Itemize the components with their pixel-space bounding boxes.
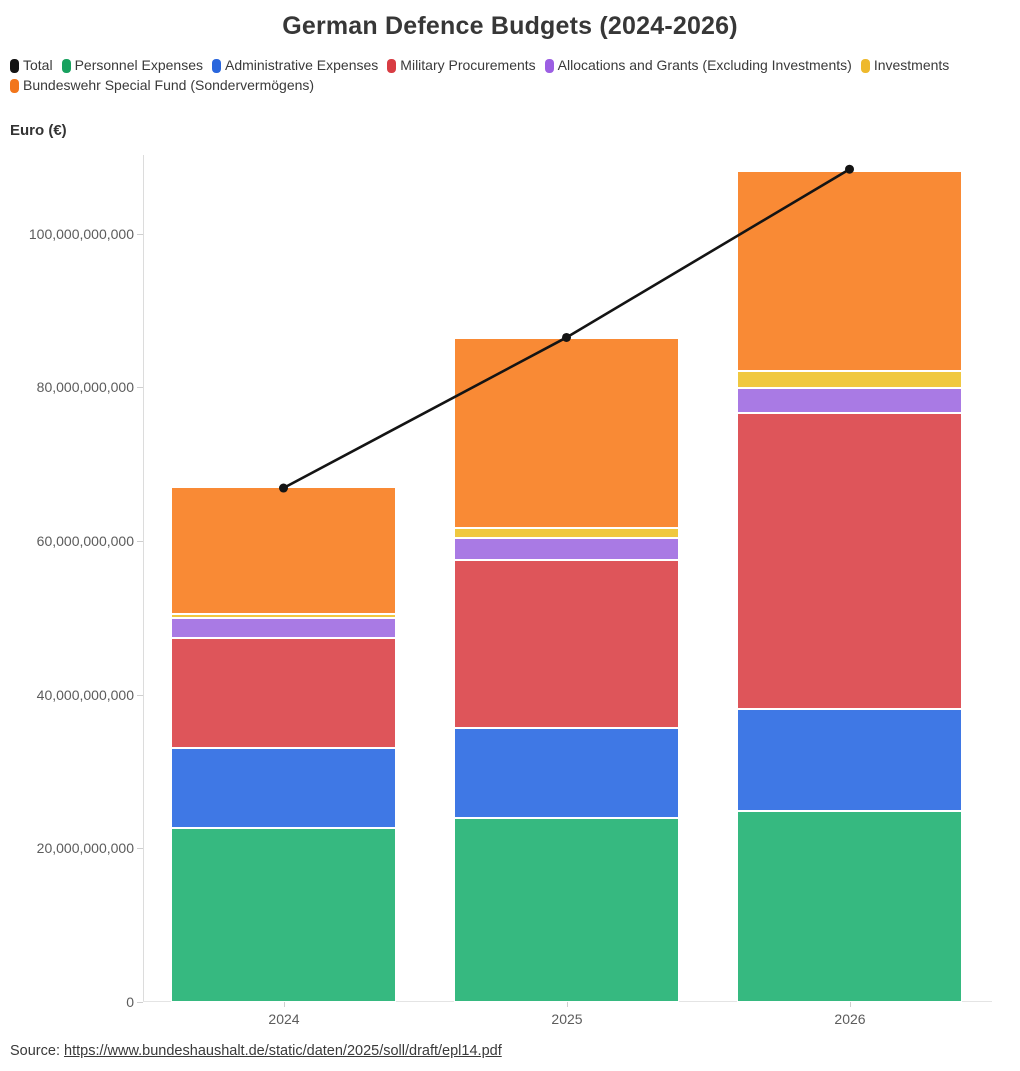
bar-segment-military-procurements-2025 [454,560,679,728]
bar-segment-administrative-expenses-2024 [171,748,396,829]
legend-swatch-icon [10,58,19,73]
bar-segment-personnel-expenses-2026 [737,810,962,1002]
x-tick-mark [849,1002,851,1007]
legend-label: Bundeswehr Special Fund (Sondervermögens… [23,77,315,94]
y-tick-label: 100,000,000,000 [28,225,134,242]
y-tick-mark [137,848,143,850]
plot-area: 0 20,000,000,000 40,000,000,000 60,000,000,… [29,155,992,1027]
legend-item-personnel-expenses: Personnel Expenses [61,57,203,73]
bar-segment-allocations-and-grants-excluding-investments-2025 [454,537,679,561]
y-axis-title: Euro (€) [10,122,67,139]
legend-item-bundeswehr-special-fund-sonderverm-gens: Bundeswehr Special Fund (Sondervermögens… [10,77,315,94]
y-tick-label: 40,000,000,000 [36,686,134,703]
legend-item-allocations-and-grants-excluding-investments: Allocations and Grants (Excluding Invest… [544,57,852,73]
legend-label: Military Procurements [400,57,536,73]
x-label-2024: 2024 [268,1011,300,1027]
y-tick-mark [137,541,143,543]
legend-label: Personnel Expenses [74,57,203,73]
bar-segment-bundeswehr-special-fund-sonderverm-gens-2024 [171,486,396,615]
legend-swatch-icon [387,58,397,73]
bar-segment-administrative-expenses-2025 [454,727,679,818]
legend-swatch-icon [10,79,19,94]
y-tick-label: 80,000,000,000 [36,379,134,396]
bar-segment-bundeswehr-special-fund-sonderverm-gens-2026 [737,170,962,371]
legend-label: Total [23,57,53,73]
bar-2024 [171,486,396,1002]
source-line: Source: https://www.bundeshaushalt.de/st… [10,1043,502,1059]
legend-item-administrative-expenses: Administrative Expenses [212,57,379,73]
y-tick-mark [137,387,143,389]
bar-segment-investments-2024 [171,614,396,619]
bar-2025 [454,337,679,1002]
legend-swatch-icon [860,58,870,73]
bar-segment-allocations-and-grants-excluding-investments-2026 [737,388,962,413]
y-axis-line [143,155,144,1002]
x-tick-mark [566,1002,568,1007]
bar-segment-personnel-expenses-2024 [171,828,396,1002]
legend-label: Investments [873,57,950,73]
bar-segment-allocations-and-grants-excluding-investments-2024 [171,618,396,638]
legend-swatch-icon [212,58,221,73]
bar-segment-military-procurements-2024 [171,637,396,749]
y-tick-label: 0 [126,994,134,1010]
x-label-2026: 2026 [834,1011,866,1027]
legend: Total Personnel Expenses Administrative Ex… [10,57,1010,94]
legend-item-military-procurements: Military Procurements [387,57,536,73]
legend-item-total: Total [10,57,53,73]
bar-segment-investments-2025 [454,528,679,538]
source-link[interactable]: https://www.bundeshaushalt.de/static/dat… [64,1043,502,1059]
bar-segment-personnel-expenses-2025 [454,817,679,1002]
x-label-2025: 2025 [551,1011,583,1027]
legend-swatch-icon [544,58,554,73]
y-tick-label: 20,000,000,000 [36,840,134,857]
bar-segment-administrative-expenses-2026 [737,708,962,811]
legend-label: Allocations and Grants (Excluding Invest… [557,57,852,73]
x-tick-mark [283,1002,285,1007]
chart-title: German Defence Budgets (2024-2026) [282,12,738,40]
legend-label: Administrative Expenses [225,57,379,73]
legend-swatch-icon [61,58,71,73]
bar-2026 [737,170,962,1002]
y-tick-mark [137,694,143,696]
y-tick-mark [137,1002,143,1003]
source-prefix: Source: [10,1043,60,1059]
bar-segment-bundeswehr-special-fund-sonderverm-gens-2025 [454,337,679,529]
bar-segment-investments-2026 [737,370,962,389]
legend-item-investments: Investments [860,57,950,73]
y-tick-mark [137,233,143,235]
y-tick-label: 60,000,000,000 [36,533,134,550]
bar-segment-military-procurements-2026 [737,412,962,709]
